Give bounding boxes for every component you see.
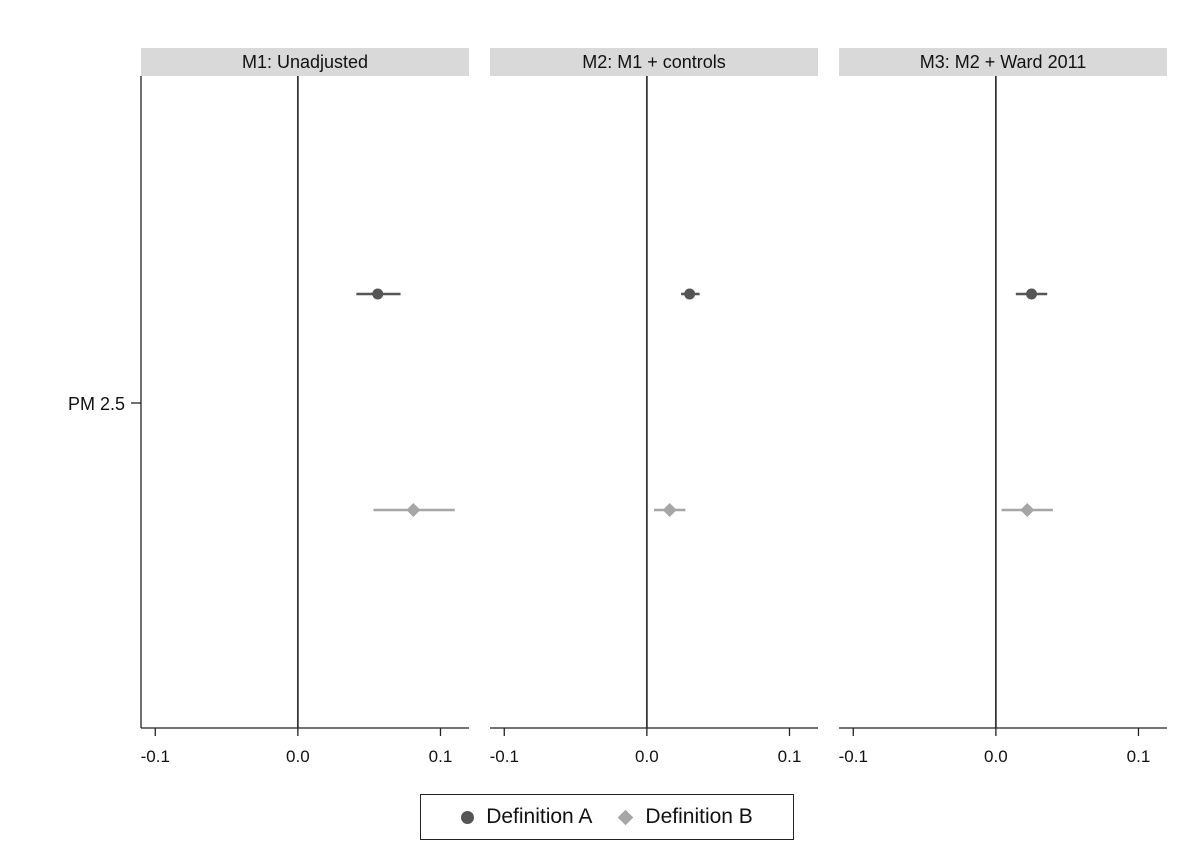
x-tick-label: 0.0 (286, 747, 310, 766)
point-estimate-diamond (1020, 503, 1035, 517)
panel-strip (141, 48, 469, 76)
panel-title: M1: Unadjusted (242, 52, 368, 72)
legend-label-definition-b: Definition B (645, 805, 753, 828)
x-tick-label: 0.0 (635, 747, 659, 766)
y-tick-label: PM 2.5 (68, 394, 125, 414)
legend-diamond-marker (618, 809, 634, 825)
point-estimate-diamond (406, 503, 421, 517)
panel-title: M2: M1 + controls (582, 52, 726, 72)
panel-strip (839, 48, 1167, 76)
x-tick-label: -0.1 (490, 747, 519, 766)
panel-strip (490, 48, 818, 76)
x-tick-label: 0.1 (778, 747, 802, 766)
legend-label-definition-a: Definition A (486, 805, 593, 828)
point-estimate-circle (372, 288, 384, 300)
x-tick-label: 0.0 (984, 747, 1008, 766)
x-tick-label: 0.1 (429, 747, 453, 766)
panel-title: M3: M2 + Ward 2011 (920, 52, 1087, 72)
legend: Definition A Definition B (420, 794, 794, 840)
legend-item-definition-a: Definition A (461, 805, 592, 829)
legend-item-definition-b: Definition B (618, 805, 753, 829)
point-estimate-circle (1026, 288, 1038, 300)
point-estimate-circle (684, 288, 696, 300)
x-tick-label: 0.1 (1127, 747, 1151, 766)
legend-circle-marker (461, 810, 475, 824)
point-estimate-diamond (662, 503, 677, 517)
x-tick-label: -0.1 (141, 747, 170, 766)
x-tick-label: -0.1 (839, 747, 868, 766)
